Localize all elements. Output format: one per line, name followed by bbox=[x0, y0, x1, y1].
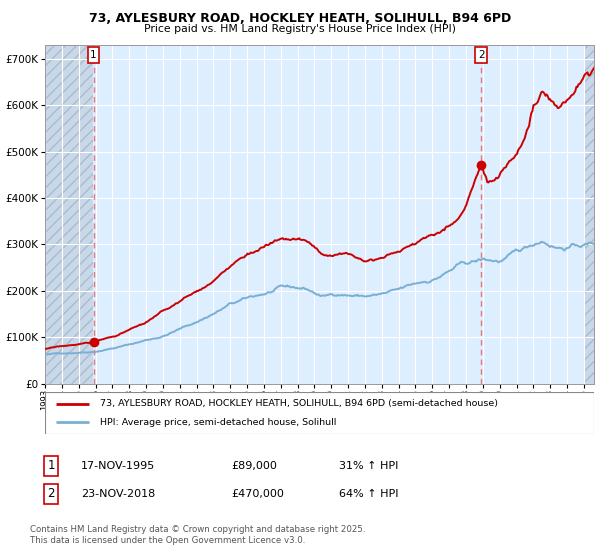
Text: 2: 2 bbox=[478, 50, 484, 60]
Text: 64% ↑ HPI: 64% ↑ HPI bbox=[339, 489, 398, 499]
Text: Contains HM Land Registry data © Crown copyright and database right 2025.
This d: Contains HM Land Registry data © Crown c… bbox=[30, 525, 365, 545]
Text: £470,000: £470,000 bbox=[231, 489, 284, 499]
Text: HPI: Average price, semi-detached house, Solihull: HPI: Average price, semi-detached house,… bbox=[100, 418, 336, 427]
Text: 2: 2 bbox=[47, 487, 55, 501]
Text: Price paid vs. HM Land Registry's House Price Index (HPI): Price paid vs. HM Land Registry's House … bbox=[144, 24, 456, 34]
Text: 1: 1 bbox=[47, 459, 55, 473]
Text: £89,000: £89,000 bbox=[231, 461, 277, 471]
Text: 31% ↑ HPI: 31% ↑ HPI bbox=[339, 461, 398, 471]
FancyBboxPatch shape bbox=[45, 392, 594, 434]
Text: 73, AYLESBURY ROAD, HOCKLEY HEATH, SOLIHULL, B94 6PD (semi-detached house): 73, AYLESBURY ROAD, HOCKLEY HEATH, SOLIH… bbox=[100, 399, 498, 408]
Text: 73, AYLESBURY ROAD, HOCKLEY HEATH, SOLIHULL, B94 6PD: 73, AYLESBURY ROAD, HOCKLEY HEATH, SOLIH… bbox=[89, 12, 511, 25]
Text: 23-NOV-2018: 23-NOV-2018 bbox=[81, 489, 155, 499]
Text: 17-NOV-1995: 17-NOV-1995 bbox=[81, 461, 155, 471]
Text: 1: 1 bbox=[90, 50, 97, 60]
